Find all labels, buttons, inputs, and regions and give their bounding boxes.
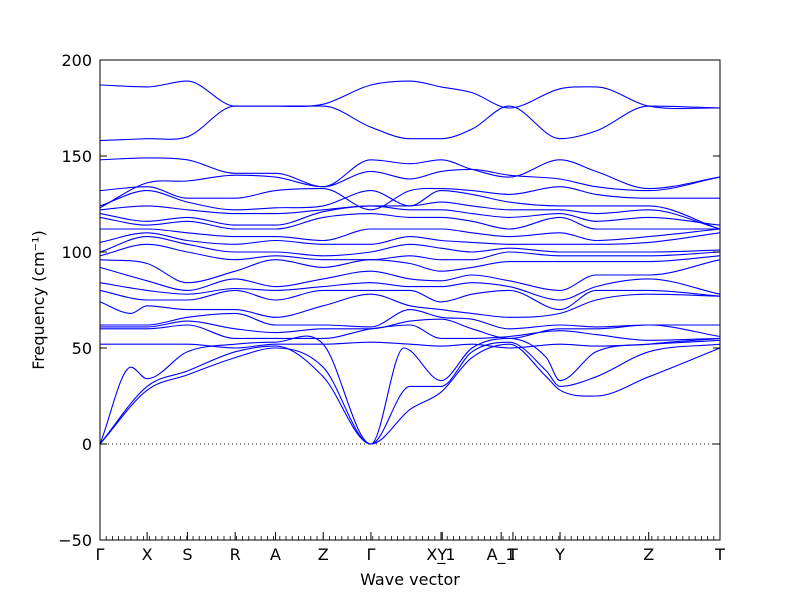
y-tick-label: 200 [61,51,92,70]
band-line-10 [99,278,721,301]
band-line-17 [99,213,720,230]
band-line-21 [99,186,720,211]
band-line-12 [99,255,721,284]
x-tick-label: A_1 [487,545,516,565]
x-tick-label: X_1 [426,545,455,565]
x-tick-label: Y [554,545,565,564]
x-tick-label: Γ [366,545,375,564]
band-line-7 [99,309,720,330]
band-line-20 [99,190,721,230]
plot-area [99,59,721,541]
x-tick-label: Y [436,545,447,564]
band-line-22 [99,168,721,209]
band-line-3 [99,335,721,445]
band-line-16 [99,228,721,242]
x-tick-label: X [142,545,153,564]
x-tick-label: S [182,545,192,564]
x-axis-label: Wave vector [360,570,460,589]
y-tick-labels: −50 0 50 100 150 200 [58,51,92,550]
x-tick-label: R [230,545,241,564]
x-tick-label: Γ [96,545,105,564]
band-line-13 [99,243,721,261]
x-tick-label: Z [643,545,654,564]
band-line-1 [99,343,721,445]
axes-frame [99,59,721,541]
band-line-23 [99,157,721,190]
band-line-18 [99,205,721,226]
y-axis-label: Frequency (cm⁻¹) [29,230,48,369]
phonon-bands [99,80,721,445]
band-line-25 [99,80,721,110]
band-line-8 [99,293,721,318]
band-line-2 [99,341,721,445]
y-tick-label: 0 [82,435,92,454]
x-tick-label: A [270,545,281,564]
band-line-4 [99,339,721,349]
y-tick-label: −50 [58,531,92,550]
band-line-5 [99,324,721,341]
x-tick-label: T [714,545,725,564]
band-line-9 [99,289,721,311]
band-line-24 [99,105,721,142]
x-tick-label: Z [318,545,329,564]
band-line-6 [100,318,721,339]
band-line-11 [99,259,721,291]
y-tick-label: 50 [72,339,92,358]
y-tick-label: 150 [61,147,92,166]
band-line-15 [99,232,721,245]
band-line-14 [99,236,721,257]
x-tick-labels: Γ X S R A Z Γ X_1Y A_1T Y Z T [96,545,726,565]
y-tick-label: 100 [61,243,92,262]
x-tick-label: T [507,545,518,564]
